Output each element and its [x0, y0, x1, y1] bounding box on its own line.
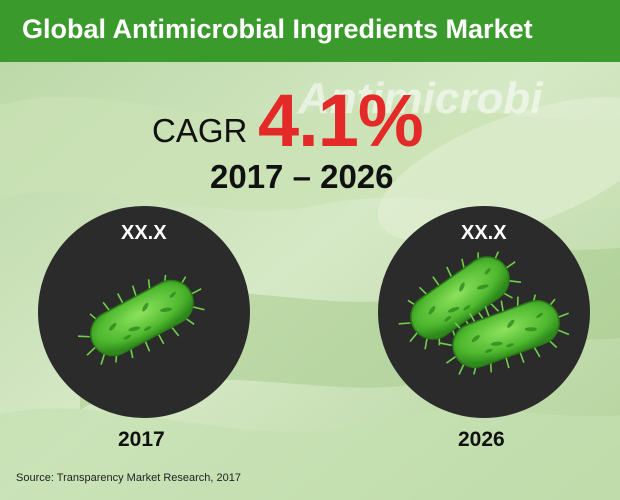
- category-label-2026: 2026: [458, 428, 505, 451]
- forecast-period: 2017 – 2026: [210, 158, 394, 195]
- cagr-value: 4.1%: [258, 79, 424, 162]
- title-bar: Global Antimicrobial Ingredients Market: [0, 0, 620, 62]
- category-label-2017: 2017: [118, 428, 165, 451]
- source-note: Source: Transparency Market Research, 20…: [16, 472, 242, 484]
- value-label-2026: XX.X: [461, 222, 507, 244]
- value-label-2017: XX.X: [121, 222, 167, 244]
- bacterium-icon-single: [67, 257, 217, 379]
- cagr-label: CAGR: [152, 112, 248, 149]
- page-title: Global Antimicrobial Ingredients Market: [22, 14, 533, 44]
- bacteria-icon-pair: [386, 232, 581, 389]
- watermark-text: Antimicrobi: [298, 74, 543, 123]
